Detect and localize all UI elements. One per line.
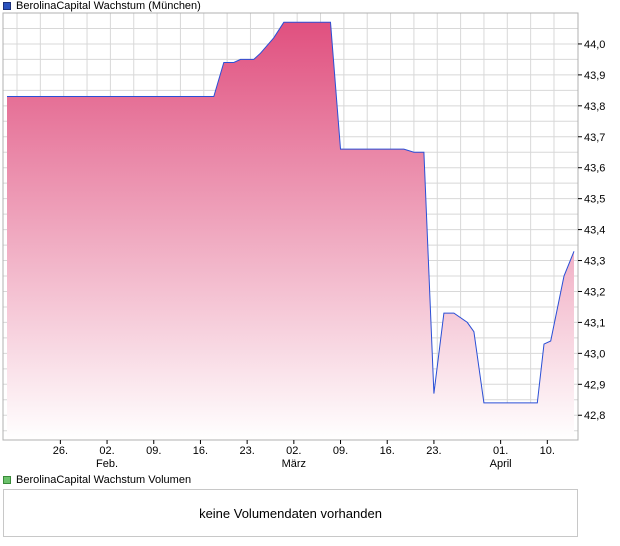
price-line [7,21,575,404]
volume-legend-label: BerolinaCapital Wachstum Volumen [16,474,192,486]
x-tick-label: 10. [540,445,555,457]
y-tick-label: 43,8 [584,101,605,113]
price-legend-swatch [3,2,11,10]
volume-panel: keine Volumendaten vorhanden [3,489,578,537]
plot-frame [2,12,579,441]
volume-legend-swatch [3,476,11,484]
y-tick-label: 43,2 [584,286,605,298]
price-legend-label: BerolinaCapital Wachstum (München) [16,0,201,12]
y-axis: 42,8 42,9 43,0 43,1 43,2 43,3 43,4 43,5 43,6 43,7… [578,39,605,422]
y-tick-label: 43,7 [584,132,605,144]
x-tick-label: 16. [380,445,395,457]
y-tick-label: 42,8 [584,410,605,422]
y-tick-label: 43,9 [584,70,605,82]
y-tick-label: 43,4 [584,225,605,237]
price-legend: BerolinaCapital Wachstum (München) [3,0,201,12]
y-tick-label: 42,9 [584,379,605,391]
y-tick-label: 44,0 [584,39,605,51]
x-tick-label: 26. [53,445,68,457]
x-tick-month-label: April [490,458,512,470]
y-tick-label: 43,0 [584,348,605,360]
x-tick-label: 23. [426,445,441,457]
x-tick-label: 23. [239,445,254,457]
price-chart: 42,8 42,9 43,0 43,1 43,2 43,3 43,4 43,5 43,6 43,7… [2,12,605,470]
volume-legend: BerolinaCapital Wachstum Volumen [3,474,191,486]
y-tick-label: 43,5 [584,194,605,206]
price-area [7,22,574,441]
x-tick-label: 16. [193,445,208,457]
x-tick-label: 09. [146,445,161,457]
x-tick-label: 09. [333,445,348,457]
x-tick-label: 02. [286,445,301,457]
x-tick-month-label: März [282,458,306,470]
x-tick-label: 01. [493,445,508,457]
x-tick-label: 02. [99,445,114,457]
y-tick-label: 43,3 [584,256,605,268]
x-tick-month-label: Feb. [96,458,118,470]
y-tick-label: 43,6 [584,163,605,175]
y-tick-label: 43,1 [584,317,605,329]
volume-empty-message: keine Volumendaten vorhanden [199,505,382,521]
